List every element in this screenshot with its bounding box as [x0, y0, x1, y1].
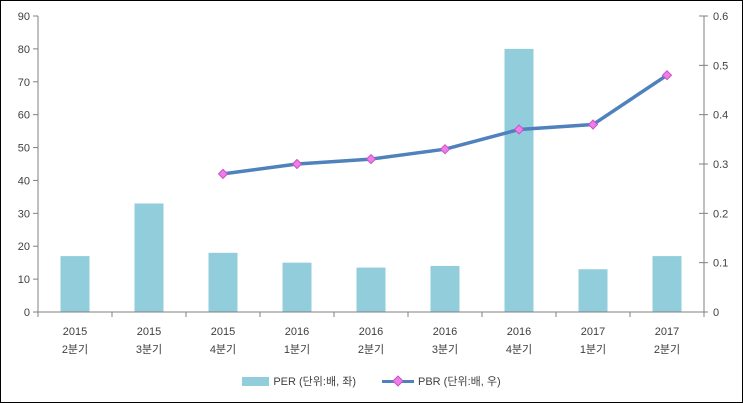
- pbr-line: [221, 73, 669, 176]
- per-bar-4: [356, 267, 386, 312]
- x-axis-label-quarter: 1분기: [580, 343, 606, 356]
- x-axis-label-year: 2016: [359, 326, 383, 338]
- pbr-marker-5: [587, 119, 599, 130]
- x-axis-label-quarter: 4분기: [506, 343, 532, 356]
- pbr-marker-1: [291, 158, 303, 170]
- legend-label-pbr: PBR (단위:배, 우): [418, 376, 501, 388]
- per-bar-6: [504, 48, 534, 313]
- x-axis-label-quarter: 4분기: [210, 343, 236, 356]
- pbr-line-swatch-icon: [382, 375, 414, 387]
- x-axis-label-quarter: 3분기: [432, 343, 458, 356]
- left-axis-tick-label: 80: [18, 44, 30, 56]
- pbr-marker-0: [217, 168, 229, 180]
- x-axis-label-year: 2016: [507, 326, 531, 338]
- legend-label-per: PER (단위:배, 좌): [273, 376, 356, 388]
- pbr-marker-4: [513, 124, 525, 135]
- x-axis-label-year: 2016: [433, 326, 457, 338]
- x-axis-label-quarter: 2분기: [62, 343, 88, 356]
- legend-item-pbr: PBR (단위:배, 우): [382, 373, 501, 389]
- per-bar-1: [134, 203, 164, 312]
- left-axis-tick-label: 50: [18, 143, 30, 155]
- left-axis-tick-label: 40: [18, 175, 30, 187]
- per-bar-2: [208, 252, 238, 312]
- x-axis-label-year: 2015: [211, 326, 235, 338]
- x-axis-label-quarter: 2분기: [358, 343, 384, 356]
- legend: PER (단위:배, 좌) PBR (단위:배, 우): [1, 373, 742, 389]
- left-axis-tick-label: 30: [18, 208, 30, 220]
- right-axis-tick-label: 0.6: [713, 11, 728, 23]
- x-axis-label-quarter: 3분기: [136, 343, 162, 356]
- x-axis-label-quarter: 1분기: [284, 343, 310, 356]
- pbr-diamond-marker-icon: [392, 375, 404, 387]
- per-bar-swatch-icon: [242, 376, 270, 386]
- left-axis-tick-label: 20: [18, 241, 30, 253]
- left-axis-tick-label: 70: [18, 77, 30, 89]
- x-axis-label-year: 2017: [581, 326, 605, 338]
- x-axis-label-year: 2016: [285, 326, 309, 338]
- per-bar-8: [652, 256, 682, 312]
- left-axis-tick-label: 90: [18, 11, 30, 23]
- x-axis-label-year: 2015: [137, 326, 161, 338]
- x-axis-label-quarter: 2분기: [654, 343, 680, 356]
- pbr-marker-3: [439, 143, 451, 155]
- per-bar-0: [60, 256, 90, 312]
- right-axis-tick-label: 0.3: [713, 159, 728, 171]
- left-axis-tick-label: 10: [18, 274, 30, 286]
- legend-item-per: PER (단위:배, 좌): [242, 373, 356, 389]
- per-bar-3: [282, 262, 312, 312]
- right-axis-tick-label: 0.4: [713, 110, 728, 122]
- per-bar-7: [578, 269, 608, 312]
- x-axis-label-year: 2017: [655, 326, 679, 338]
- right-axis-tick-label: 0.5: [713, 60, 728, 72]
- right-axis-tick-label: 0.2: [713, 208, 728, 220]
- left-axis-tick-label: 0: [24, 307, 30, 319]
- right-axis-tick-label: 0.1: [713, 258, 728, 270]
- chart-plot-area: 0 10 20 30 40 50 60 70 80 90 0 0.1 0.2 0.3 0.4 0.5 0.6 20…: [18, 11, 729, 356]
- pbr-marker-6: [661, 69, 673, 81]
- right-axis-tick-label: 0: [713, 307, 719, 319]
- per-bar-5: [430, 265, 460, 312]
- left-axis-tick-label: 60: [18, 110, 30, 122]
- pbr-marker-2: [365, 153, 377, 165]
- x-axis-label-year: 2015: [63, 326, 87, 338]
